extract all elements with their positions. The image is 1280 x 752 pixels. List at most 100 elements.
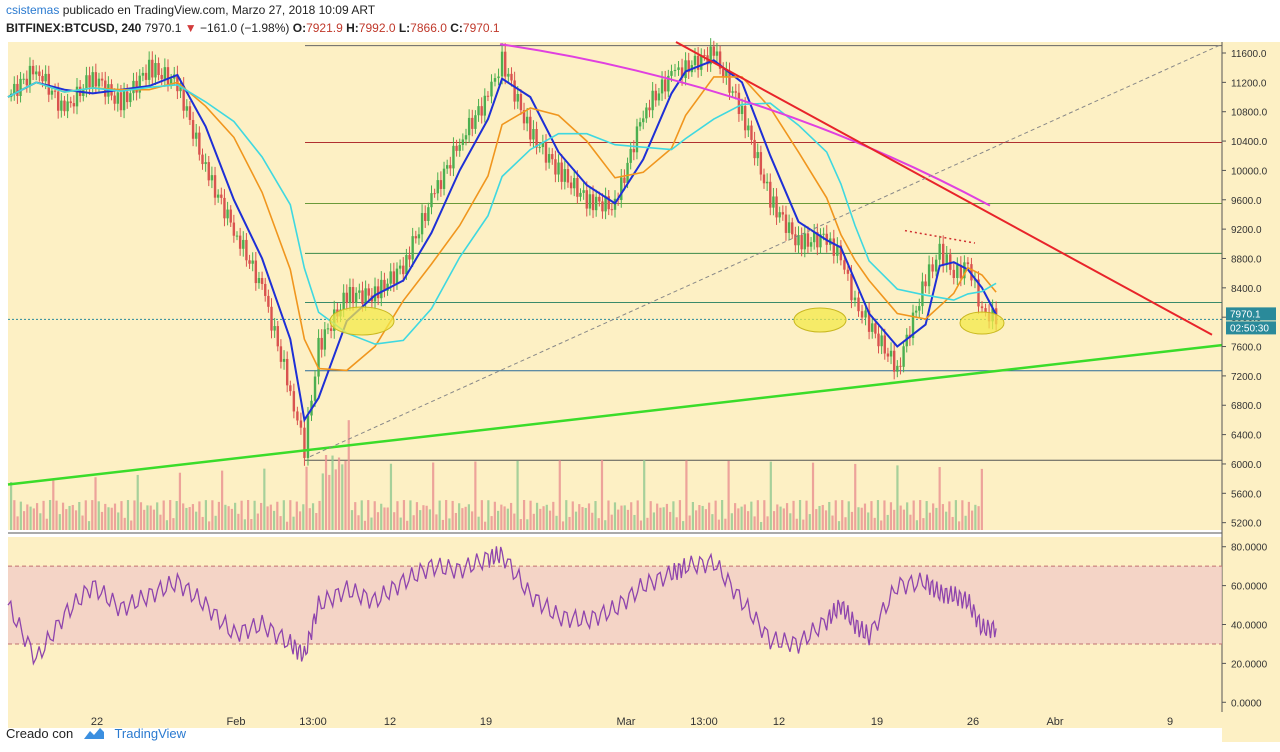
candle-body: [905, 334, 908, 347]
volume-bar: [308, 508, 311, 530]
candle-body: [376, 286, 380, 299]
candle-body: [952, 269, 955, 279]
volume-bar: [52, 479, 55, 530]
volume-bar: [191, 504, 195, 530]
volume-bar: [711, 514, 714, 530]
candle-body: [160, 74, 163, 79]
volume-bar: [441, 519, 445, 530]
candle-body: [191, 119, 195, 139]
close-label: C:: [450, 21, 463, 35]
volume-bar: [675, 517, 678, 530]
volume-bar: [928, 512, 932, 530]
volume-bar: [659, 507, 662, 530]
volume-bar: [539, 508, 542, 530]
volume-bars: [10, 420, 983, 530]
candle-body: [22, 78, 25, 80]
candle-body: [532, 129, 535, 140]
author-name[interactable]: csistemas: [6, 3, 60, 17]
candle-body: [19, 78, 22, 97]
volume-bar: [130, 520, 133, 530]
candle-body: [223, 197, 226, 219]
time-tick-label: 13:00: [690, 716, 718, 728]
publish-line: csistemas publicado en TradingView.com, …: [6, 3, 375, 17]
candle-body: [210, 175, 214, 181]
candle-body: [889, 350, 893, 357]
candle-body: [525, 116, 529, 124]
candle-body: [185, 106, 189, 111]
volume-bar: [428, 509, 432, 530]
price-tick-label: 6400.0: [1231, 431, 1262, 442]
candle-body: [88, 75, 91, 88]
candle-body: [569, 182, 573, 189]
volume-bar: [240, 500, 243, 530]
volume-bar: [182, 503, 185, 530]
volume-bar: [867, 512, 870, 530]
volume-bar: [795, 518, 798, 530]
volume-bar: [724, 518, 727, 530]
candle-body: [257, 277, 261, 284]
volume-bar: [860, 507, 863, 530]
volume-bar: [935, 507, 938, 530]
candle-body: [769, 181, 772, 208]
created-with-label: Creado con: [6, 726, 74, 741]
candle-body: [490, 81, 493, 97]
candle-body: [832, 238, 836, 256]
volume-bar: [938, 467, 941, 530]
volume-bar: [857, 507, 860, 530]
candle-body: [303, 427, 306, 458]
volume-bar: [393, 512, 396, 530]
volume-bar: [883, 500, 886, 530]
candle-body: [132, 80, 135, 94]
candle-body: [195, 132, 198, 139]
volume-bar: [68, 505, 71, 530]
volume-bar: [646, 517, 649, 530]
volume-bar: [399, 517, 402, 530]
candle-body: [380, 279, 383, 299]
candle-body: [129, 93, 132, 103]
candle-body: [13, 83, 16, 94]
candle-body: [670, 71, 673, 76]
candle-body: [651, 90, 654, 111]
price-tick-label: 8800.0: [1231, 254, 1262, 265]
volume-bar: [779, 506, 782, 530]
candle-body: [69, 101, 72, 104]
candle-body: [839, 245, 843, 261]
candle-body: [696, 55, 700, 70]
candle-body: [100, 78, 104, 81]
volume-bar: [526, 519, 529, 530]
candle-body: [414, 236, 418, 239]
candle-body: [576, 178, 579, 197]
highlight-ellipse: [959, 311, 1005, 335]
volume-bar: [626, 509, 630, 530]
candle-body: [877, 333, 880, 347]
volume-bar: [873, 517, 876, 530]
candle-body: [276, 326, 279, 347]
volume-bar: [776, 504, 779, 530]
candle-body: [53, 90, 57, 92]
volume-bar: [977, 506, 980, 530]
candle-body: [367, 288, 370, 296]
candle-body: [918, 306, 921, 311]
volume-bar: [789, 513, 792, 530]
volume-bar: [980, 468, 983, 530]
candle-body: [273, 326, 276, 331]
countdown-tag: [1226, 321, 1276, 335]
candle-body: [260, 277, 264, 284]
candle-body: [522, 110, 526, 124]
volume-bar: [623, 505, 626, 530]
candle-body: [693, 55, 697, 66]
candle-body: [50, 90, 54, 95]
volume-bar: [464, 506, 467, 530]
volume-bar: [380, 503, 383, 530]
candle-body: [591, 194, 595, 211]
volume-bar: [662, 507, 665, 530]
volume-bar: [821, 504, 824, 530]
candle-body: [860, 311, 864, 318]
tradingview-link[interactable]: TradingView: [114, 726, 187, 741]
candle-body: [601, 201, 604, 212]
volume-bar: [513, 513, 516, 530]
volume-bar: [292, 516, 295, 530]
volume-bar: [217, 501, 220, 530]
volume-bar: [100, 511, 104, 530]
